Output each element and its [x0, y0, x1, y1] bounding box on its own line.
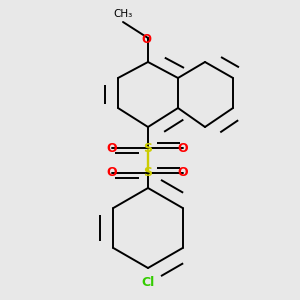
Text: O: O — [107, 142, 117, 154]
Text: S: S — [143, 167, 152, 179]
Text: Cl: Cl — [141, 275, 154, 289]
Text: O: O — [178, 167, 188, 179]
Text: S: S — [143, 142, 152, 154]
Text: O: O — [178, 142, 188, 154]
Text: O: O — [142, 33, 152, 46]
Text: CH₃: CH₃ — [113, 9, 133, 19]
Text: O: O — [107, 167, 117, 179]
